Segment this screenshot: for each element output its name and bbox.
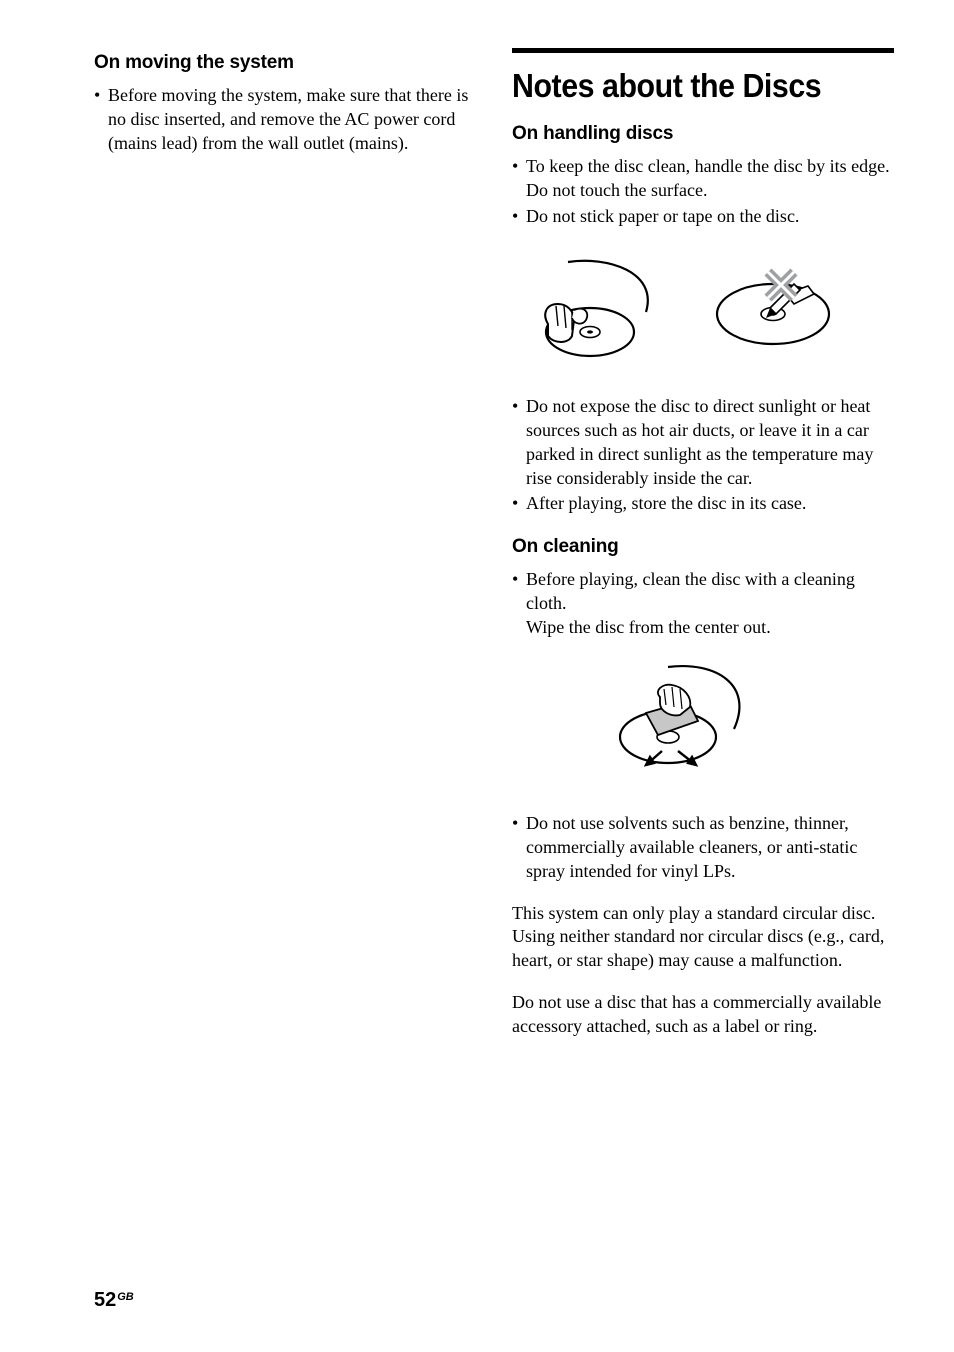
paragraph-accessory: Do not use a disc that has a commerciall… xyxy=(512,991,894,1039)
bullet-handling-2: • Do not stick paper or tape on the disc… xyxy=(512,205,894,229)
bullet-cleaning-1: • Before playing, clean the disc with a … xyxy=(512,568,894,639)
left-column: On moving the system • Before moving the… xyxy=(94,48,476,1038)
disc-no-tape-icon xyxy=(708,264,838,359)
heading-handling: On handling discs xyxy=(512,123,894,145)
page-number: 52 xyxy=(94,1289,116,1311)
hand-holding-disc-icon xyxy=(528,254,668,369)
page-title: Notes about the Discs xyxy=(512,67,863,105)
paragraph-circular: This system can only play a standard cir… xyxy=(512,902,894,973)
bullet-moving: • Before moving the system, make sure th… xyxy=(94,84,476,155)
heading-cleaning: On cleaning xyxy=(512,536,894,558)
right-column: Notes about the Discs On handling discs … xyxy=(512,48,894,1038)
cleaning-b1-line2: Wipe the disc from the center out. xyxy=(526,616,894,640)
page-footer: 52GB xyxy=(94,1289,134,1312)
title-rule: Notes about the Discs xyxy=(512,48,894,105)
bullet-handling-4: • After playing, store the disc in its c… xyxy=(512,492,894,516)
bullet-handling-3: • Do not expose the disc to direct sunli… xyxy=(512,395,894,490)
illustration-wipe xyxy=(606,661,894,786)
bullet-cleaning-2: • Do not use solvents such as benzine, t… xyxy=(512,812,894,883)
heading-moving: On moving the system xyxy=(94,52,476,74)
illustration-handling xyxy=(528,254,894,369)
bullet-text: Before moving the system, make sure that… xyxy=(108,84,476,155)
bullet-dot: • xyxy=(94,84,108,155)
lang-code: GB xyxy=(117,1291,134,1303)
wipe-disc-icon xyxy=(606,768,756,785)
cleaning-b1-line1: Before playing, clean the disc with a cl… xyxy=(526,569,855,613)
bullet-handling-1: • To keep the disc clean, handle the dis… xyxy=(512,155,894,203)
